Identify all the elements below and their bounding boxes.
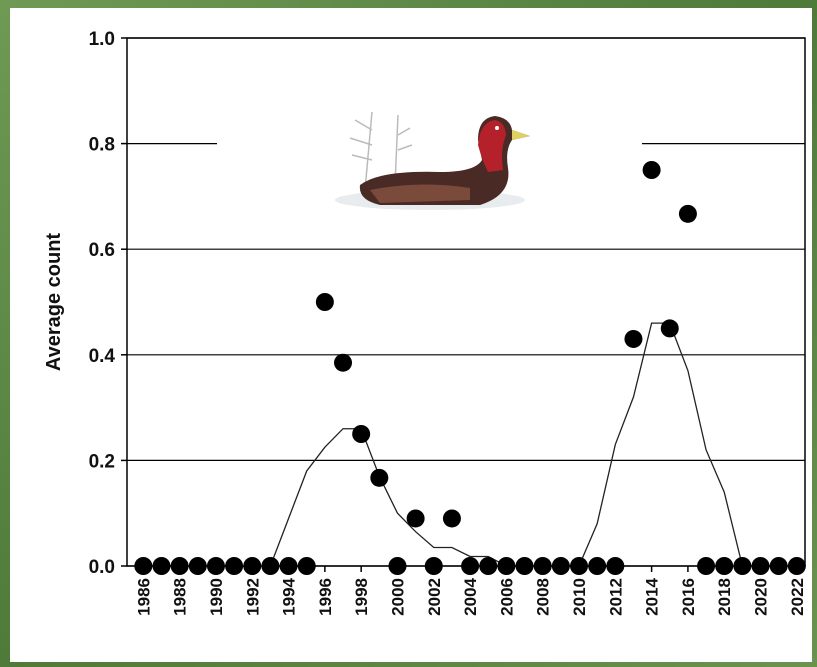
x-tick-label: 2014 — [643, 577, 662, 615]
x-tick-label: 2010 — [570, 578, 589, 616]
data-point — [370, 468, 389, 487]
x-tick-label: 1990 — [207, 578, 226, 616]
x-tick-label: 1994 — [280, 577, 299, 615]
data-point — [188, 557, 207, 575]
data-point — [787, 557, 806, 575]
data-point — [678, 204, 697, 223]
data-point — [206, 557, 225, 575]
y-tick-label: 0.4 — [89, 346, 116, 367]
data-point — [733, 557, 752, 575]
data-point — [461, 557, 480, 575]
x-tick-label: 2008 — [534, 578, 553, 616]
data-point — [533, 557, 552, 575]
y-tick-label: 0.2 — [89, 451, 115, 472]
data-point — [751, 557, 770, 575]
x-tick-label: 1992 — [243, 578, 262, 616]
data-point — [715, 557, 734, 575]
x-tick-label: 2002 — [425, 578, 444, 616]
data-point — [479, 557, 498, 575]
x-tick-label: 2006 — [497, 578, 516, 616]
data-point — [297, 557, 316, 575]
data-point — [315, 293, 334, 311]
bird-illustration — [217, 92, 642, 217]
data-point — [170, 557, 189, 575]
data-point — [624, 329, 643, 348]
data-point — [134, 557, 153, 575]
data-point — [152, 557, 171, 575]
y-tick-label: 0.8 — [89, 135, 115, 156]
x-tick-label: 2004 — [461, 577, 480, 615]
data-point — [697, 557, 716, 575]
x-tick-label: 1996 — [316, 578, 335, 616]
x-tick-label: 2000 — [388, 578, 407, 616]
y-tick-label: 0.6 — [89, 240, 115, 261]
data-point — [442, 509, 461, 528]
data-point — [406, 509, 425, 528]
data-point — [642, 161, 661, 179]
data-point — [334, 353, 353, 372]
data-point — [225, 557, 244, 575]
x-tick-label: 2016 — [679, 578, 698, 616]
x-tick-label: 2018 — [715, 578, 734, 616]
y-axis-label: Average count — [43, 233, 65, 372]
data-point — [769, 557, 788, 575]
data-point — [551, 557, 570, 575]
x-tick-label: 2012 — [606, 578, 625, 616]
y-tick-label: 0.0 — [89, 557, 115, 578]
y-tick-label: 1.0 — [89, 29, 115, 50]
x-tick-label: 2020 — [752, 578, 771, 616]
x-tick-label: 1998 — [352, 578, 371, 616]
data-point — [243, 557, 262, 575]
data-point — [424, 557, 443, 575]
data-point — [352, 425, 371, 443]
x-tick-label: 1988 — [171, 578, 190, 616]
data-point — [660, 319, 679, 338]
x-tick-label: 2022 — [788, 578, 807, 616]
data-point — [497, 557, 516, 575]
data-point — [588, 557, 607, 575]
data-point — [279, 557, 298, 575]
data-point — [606, 557, 625, 575]
data-point — [515, 557, 534, 575]
data-point — [388, 557, 407, 575]
data-point — [261, 557, 280, 575]
data-point — [570, 557, 588, 575]
x-tick-label: 1986 — [134, 578, 153, 616]
